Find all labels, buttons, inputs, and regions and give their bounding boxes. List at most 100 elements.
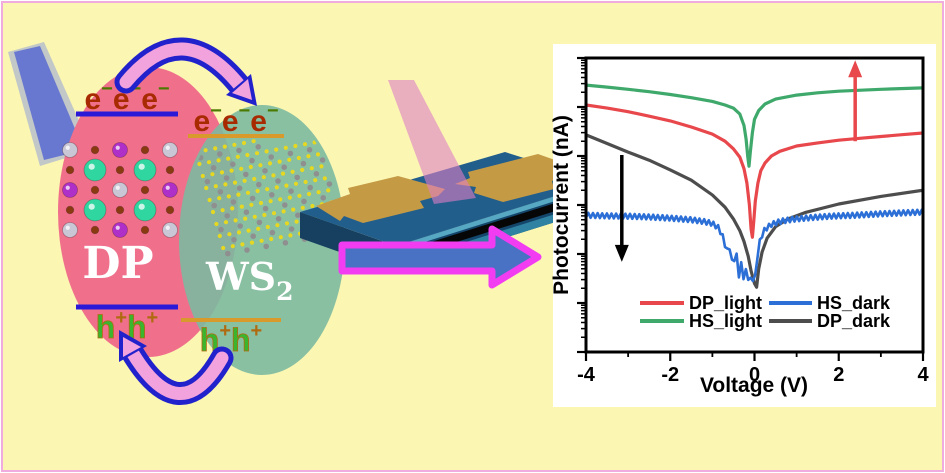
- ws2-w-atom: [210, 165, 217, 171]
- ws2-s-atom: [271, 211, 277, 216]
- atom-highlight: [115, 145, 120, 150]
- ws2-s-atom: [290, 169, 295, 174]
- atom-X: [140, 225, 150, 235]
- ws2-w-atom: [313, 171, 320, 177]
- hole-transfer-arrow-icon: [119, 330, 234, 405]
- ws2-w-atom: [230, 161, 236, 167]
- ws2-w-atom: [281, 164, 288, 170]
- ws2-s-atom: [240, 242, 245, 247]
- atom-X: [115, 205, 125, 215]
- ws2-s-atom: [302, 142, 308, 147]
- incident-light-beam-icon: [8, 42, 92, 166]
- ws2-s-atom: [322, 138, 327, 143]
- ws2-s-atom: [306, 191, 312, 197]
- ws2-s-atom: [230, 244, 235, 249]
- ws2-w-atom: [275, 216, 282, 222]
- ws2-w-atom: [211, 202, 217, 209]
- atom-M: [83, 158, 107, 182]
- ws2-w-atom: [282, 240, 289, 246]
- x-axis-label: Voltage (V): [700, 374, 808, 397]
- dp-holes-label: h+h+: [96, 307, 158, 345]
- ws2-s-atom: [239, 204, 244, 209]
- ws2-label-base: WS: [205, 254, 276, 299]
- ws2-s-atom: [252, 176, 257, 182]
- chart-panel: [553, 44, 936, 407]
- ws2-s-atom: [206, 160, 212, 165]
- ws2-s-atom: [210, 209, 216, 215]
- ws2-w-atom: [268, 154, 275, 160]
- ws2-s-atom: [325, 150, 330, 155]
- ws2-s-atom: [322, 176, 327, 181]
- ws2-w-atom: [255, 181, 262, 188]
- atom-highlight: [115, 225, 120, 230]
- dp-label: DP: [82, 238, 153, 289]
- ws2-s-atom: [204, 185, 209, 191]
- ws2-w-atom: [287, 150, 294, 157]
- atom-X: [140, 185, 150, 195]
- ws2-s-atom: [251, 139, 256, 144]
- electrode-left: [316, 176, 445, 223]
- x-tick-label: 0: [749, 364, 760, 386]
- ws2-electrons-label: e−e−e−: [193, 100, 278, 138]
- ws2-s-atom: [213, 184, 218, 189]
- ws2-s-atom: [300, 205, 305, 210]
- ws2-s-atom: [274, 185, 279, 190]
- ws2-s-atom: [232, 180, 238, 185]
- ws2-s-atom: [277, 159, 282, 164]
- ws2-w-atom: [243, 171, 249, 178]
- ws2-w-atom: [237, 223, 243, 229]
- atom-X: [90, 145, 100, 155]
- ws2-s-atom: [213, 146, 218, 151]
- atom-highlight: [138, 203, 145, 210]
- ws2-w-atom: [230, 199, 237, 205]
- x-tick-label: -4: [577, 364, 596, 386]
- ws2-w-atom: [346, 178, 352, 184]
- atom-Bi: [62, 182, 78, 198]
- atom-highlight: [165, 185, 170, 190]
- ws2-s-atom: [288, 233, 293, 238]
- ws2-s-atom: [219, 170, 225, 175]
- ws2-s-atom: [248, 164, 253, 170]
- ws2-w-atom: [269, 229, 276, 236]
- ws2-w-atom: [306, 147, 313, 153]
- ws2-label: WS2: [205, 254, 294, 306]
- ws2-s-atom: [294, 219, 299, 224]
- atom-X: [115, 165, 125, 175]
- ws2-s-atom: [283, 145, 288, 150]
- atom-highlight: [115, 185, 120, 190]
- ws2-s-atom: [267, 161, 273, 166]
- ws2-s-atom: [291, 207, 296, 212]
- ws2-s-atom: [207, 197, 212, 203]
- atom-Bi: [162, 182, 178, 198]
- ws2-s-atom: [222, 144, 227, 149]
- atom-highlight: [65, 145, 70, 150]
- atom-Ag: [62, 142, 78, 158]
- ws2-s-atom: [217, 233, 222, 239]
- ws2-s-atom: [232, 142, 237, 147]
- ws2-s-atom: [242, 178, 247, 183]
- ws2-s-atom: [256, 226, 261, 231]
- ws2-w-atom: [319, 157, 326, 163]
- ws2-s-atom: [258, 200, 264, 206]
- ws2-s-atom: [235, 154, 240, 159]
- ws2-w-atom: [326, 181, 333, 187]
- atom-X: [140, 145, 150, 155]
- device-front-highlight: [396, 182, 600, 251]
- curve-HS_dark: [586, 208, 923, 283]
- atom-highlight: [65, 225, 70, 230]
- ws2-w-atom: [236, 147, 242, 154]
- atom-X: [65, 205, 75, 215]
- ws2-s-atom: [287, 157, 292, 162]
- atom-highlight: [138, 163, 145, 170]
- ws2-label-subscript: 2: [276, 277, 293, 306]
- plot-frame: [584, 56, 925, 354]
- ws2-w-atom: [224, 213, 230, 219]
- ws2-s-atom: [264, 149, 269, 154]
- ws2-s-atom: [210, 172, 215, 177]
- ws2-s-atom: [220, 208, 225, 213]
- ws2-s-atom: [309, 166, 314, 171]
- legend-label-DP_dark: DP_dark: [817, 311, 891, 331]
- ws2-s-atom: [335, 148, 340, 153]
- atom-Ag: [162, 142, 178, 158]
- big-right-arrow-icon: [338, 225, 542, 289]
